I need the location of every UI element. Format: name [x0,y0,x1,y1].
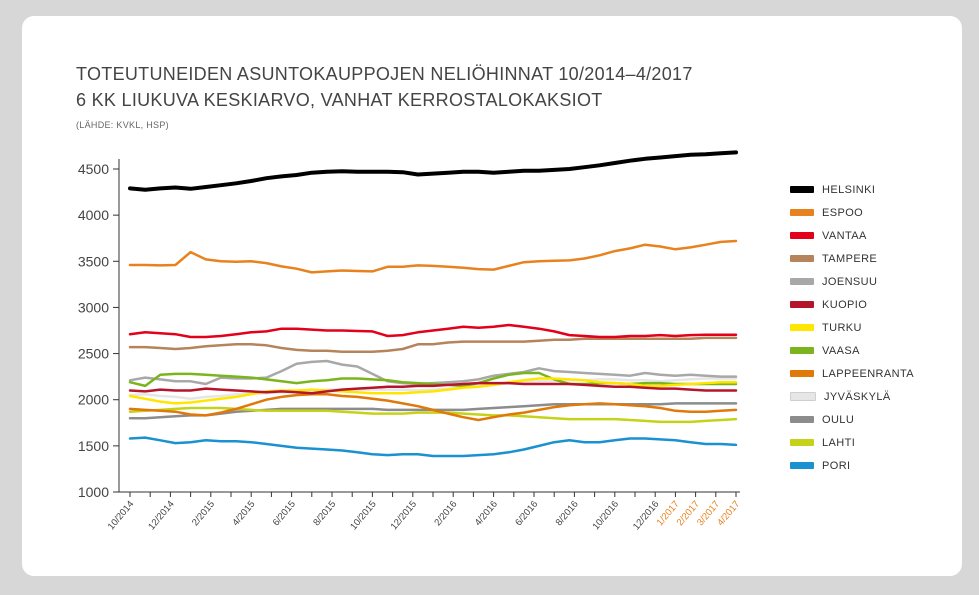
legend-item-vantaa: VANTAA [790,224,960,247]
x-tick-label: 4/2017 [715,499,742,528]
series-line-turku [128,377,738,405]
y-tick-label: 3000 [78,299,109,315]
legend-label: JYVÄSKYLÄ [824,390,891,403]
x-tick-label: 12/2015 [389,499,420,532]
legend-label: VAASA [822,344,860,357]
x-tick-label: 4/2015 [230,499,257,528]
legend-item-kuopio: KUOPIO [790,293,960,316]
chart-subtitle: 6 KK LIUKUVA KESKIARVO, VANHAT KERROSTAL… [76,90,603,110]
y-tick-label: 2500 [78,346,109,362]
legend-item-oulu: OULU [790,408,960,431]
x-tick-label: 6/2016 [513,499,540,528]
y-tick-label: 3500 [78,253,109,269]
y-tick-label: 4500 [78,161,109,177]
legend-item-helsinki: HELSINKI [790,178,960,201]
legend-item-turku: TURKU [790,316,960,339]
series-line-helsinki [128,150,738,192]
x-tick-label: 6/2015 [271,499,298,528]
legend-swatch [790,347,814,354]
x-tick-label: 12/2014 [146,499,177,532]
series-line-kuopio [128,381,738,395]
legend-label: TAMPERE [822,252,878,265]
legend-label: OULU [822,413,855,426]
series-line-espoo [128,239,738,274]
y-tick-label: 2000 [78,392,109,408]
legend-item-tampere: TAMPERE [790,247,960,270]
y-tick-label: 1000 [78,484,109,500]
legend-swatch [790,439,814,446]
series-line-vantaa [128,323,738,339]
x-tick-label: 10/2014 [106,499,137,532]
chart-legend: HELSINKI ESPOO VANTAA TAMPERE JOENSUU KUOPIO T… [790,178,960,477]
legend-label: ESPOO [822,206,864,219]
y-tick-label: 4000 [78,207,109,223]
legend-label: LAPPEENRANTA [822,367,915,380]
legend-item-joensuu: JOENSUU [790,270,960,293]
legend-swatch [790,324,814,331]
x-tick-label: 12/2016 [631,499,662,532]
series-line-pori [128,436,738,458]
legend-swatch [790,370,814,377]
x-tick-label: 10/2015 [348,499,379,532]
series-line-jyväskylä [128,377,738,401]
legend-item-vaasa: VAASA [790,339,960,362]
legend-item-pori: PORI [790,454,960,477]
legend-label: PORI [822,459,851,472]
legend-swatch [790,462,814,469]
legend-swatch [790,186,814,193]
legend-label: TURKU [822,321,862,334]
y-tick-label: 1500 [78,438,109,454]
legend-item-lappeenranta: LAPPEENRANTA [790,362,960,385]
x-tick-label: 4/2016 [473,499,500,528]
chart-card [22,16,962,576]
x-tick-label: 2/2015 [190,499,217,528]
legend-label: LAHTI [822,436,856,449]
legend-item-lahti: LAHTI [790,431,960,454]
x-tick-label: 10/2016 [591,499,622,532]
legend-label: HELSINKI [822,183,876,196]
legend-swatch [790,392,816,401]
legend-swatch [790,301,814,308]
x-tick-label: 8/2015 [311,499,338,528]
series-line-lappeenranta [128,392,738,422]
legend-item-jyväskylä: JYVÄSKYLÄ [790,385,960,408]
chart-source: (LÄHDE: KVKL, HSP) [76,120,169,130]
legend-swatch [790,255,814,262]
legend-label: JOENSUU [822,275,878,288]
legend-swatch [790,416,814,423]
legend-label: KUOPIO [822,298,868,311]
x-tick-label: 8/2016 [554,499,581,528]
x-tick-label: 2/2016 [432,499,459,528]
legend-swatch [790,232,814,239]
series-line-tampere [128,336,738,353]
legend-swatch [790,278,814,285]
legend-label: VANTAA [822,229,867,242]
chart-title: TOTEUTUNEIDEN ASUNTOKAUPPOJEN NELIÖHINNA… [76,64,693,84]
legend-swatch [790,209,814,216]
series-line-lahti [128,406,738,424]
legend-item-espoo: ESPOO [790,201,960,224]
